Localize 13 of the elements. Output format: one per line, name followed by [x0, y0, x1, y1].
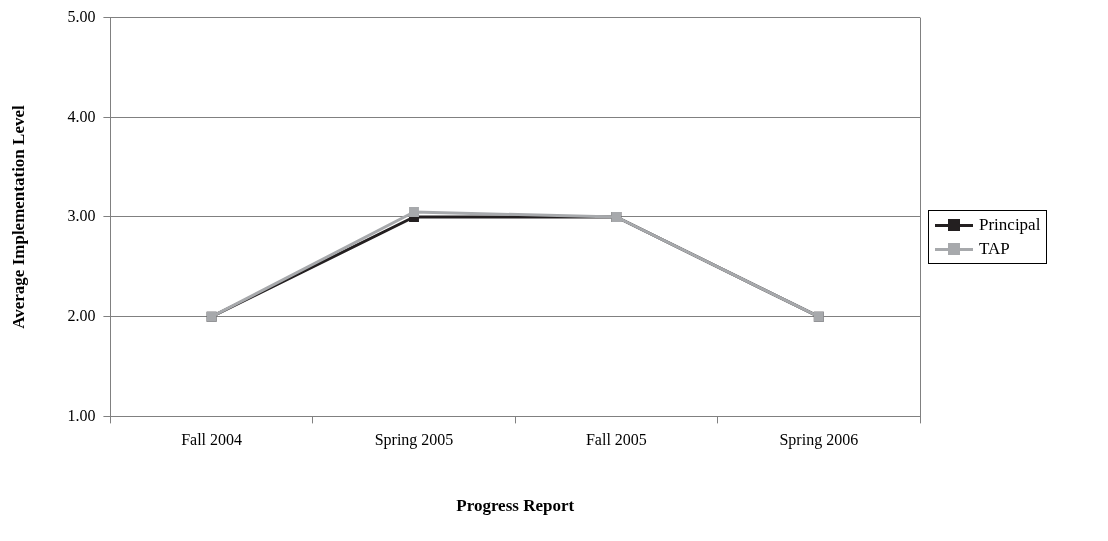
legend-label: Principal	[979, 215, 1041, 235]
x-tick-label: Spring 2005	[374, 431, 454, 450]
x-tick-label: Spring 2006	[779, 431, 859, 450]
y-axis-title: Average Implementation Level	[8, 104, 28, 329]
y-tick-label: 4.00	[67, 107, 96, 125]
y-tick-label: 1.00	[67, 406, 96, 424]
legend-label: TAP	[979, 239, 1010, 259]
y-tick-label: 3.00	[67, 207, 96, 225]
x-tick-label: Fall 2005	[585, 431, 647, 449]
y-tick-label: 2.00	[67, 306, 96, 324]
x-axis-title: Progress Report	[456, 496, 575, 516]
y-tick-label: 5.00	[67, 7, 96, 25]
x-tick-label: Fall 2004	[181, 431, 243, 449]
